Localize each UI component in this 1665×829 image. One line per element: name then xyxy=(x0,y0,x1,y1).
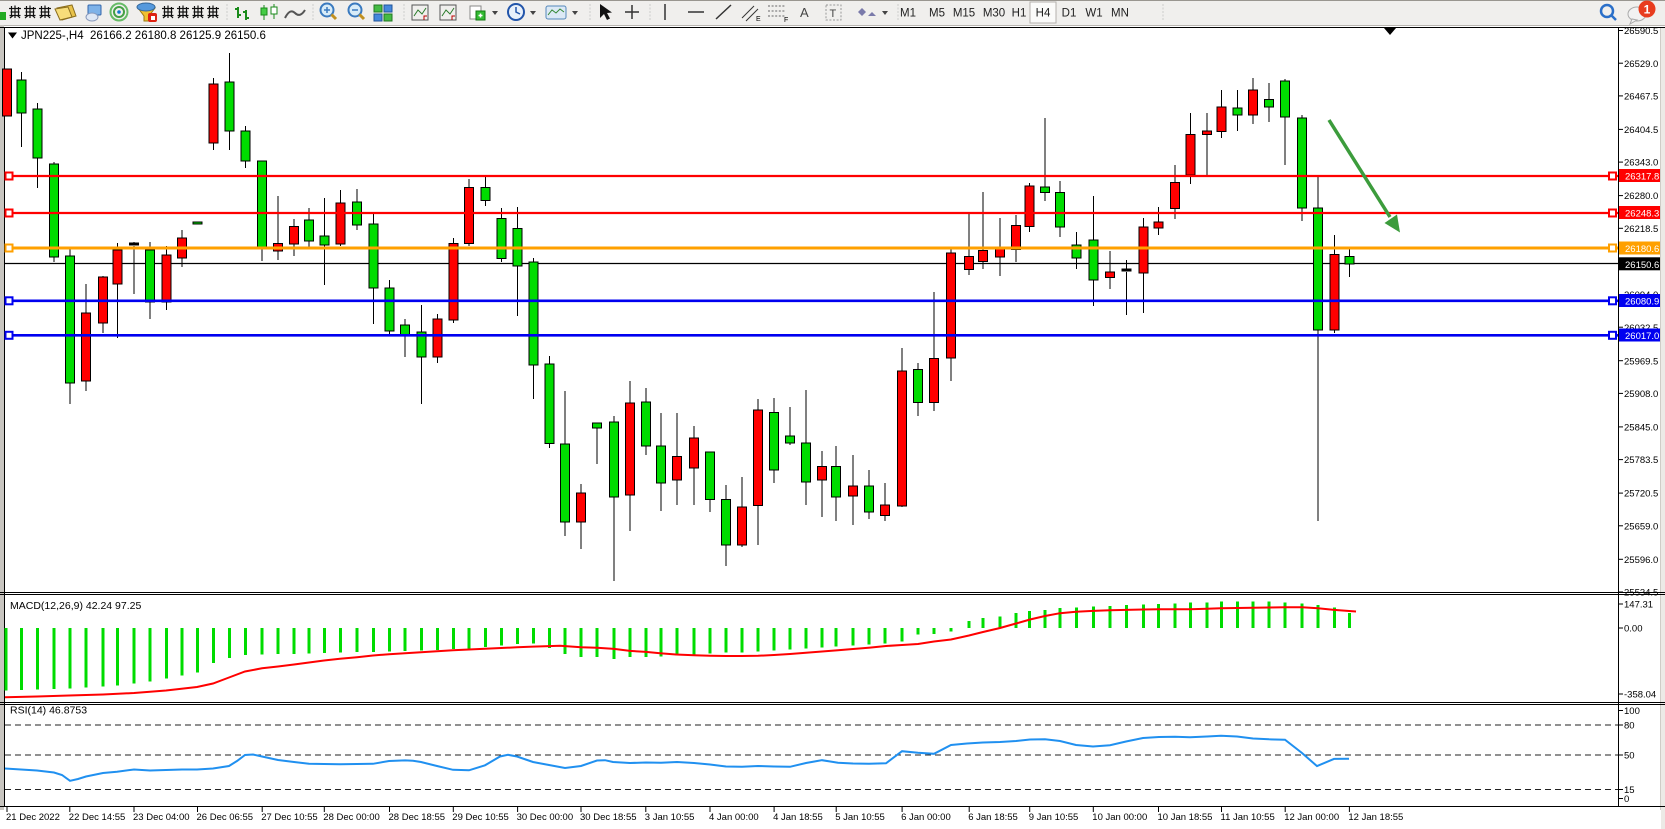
svg-text:0: 0 xyxy=(1624,794,1629,805)
svg-text:26032.5: 26032.5 xyxy=(1624,323,1658,334)
svg-text:MN: MN xyxy=(1111,8,1129,20)
svg-text:-358.04: -358.04 xyxy=(1624,690,1656,701)
svg-text:26317.8: 26317.8 xyxy=(1625,172,1659,183)
svg-text:15: 15 xyxy=(1624,785,1635,796)
svg-text:D1: D1 xyxy=(1062,8,1077,20)
svg-text:25908.0: 25908.0 xyxy=(1624,389,1658,400)
svg-text:26248.3: 26248.3 xyxy=(1625,209,1659,220)
svg-text:F: F xyxy=(784,17,788,24)
svg-text:29 Dec 10:55: 29 Dec 10:55 xyxy=(452,812,509,823)
svg-text:W1: W1 xyxy=(1085,8,1102,20)
svg-text:28 Dec 00:00: 28 Dec 00:00 xyxy=(323,812,380,823)
svg-text:26 Dec 06:55: 26 Dec 06:55 xyxy=(197,812,254,823)
svg-text:100: 100 xyxy=(1624,706,1640,717)
svg-text:26218.5: 26218.5 xyxy=(1624,224,1658,235)
svg-text:10 Jan 00:00: 10 Jan 00:00 xyxy=(1092,812,1147,823)
svg-text:25534.5: 25534.5 xyxy=(1624,588,1658,599)
svg-text:M30: M30 xyxy=(983,8,1005,20)
svg-text:30 Dec 00:00: 30 Dec 00:00 xyxy=(517,812,574,823)
svg-text:9 Jan 10:55: 9 Jan 10:55 xyxy=(1029,812,1079,823)
svg-text:5 Jan 10:55: 5 Jan 10:55 xyxy=(835,812,885,823)
svg-text:50: 50 xyxy=(1624,751,1635,762)
svg-text:3 Jan 10:55: 3 Jan 10:55 xyxy=(645,812,695,823)
svg-text:M5: M5 xyxy=(929,8,945,20)
svg-text:25596.0: 25596.0 xyxy=(1624,555,1658,566)
svg-text:6 Jan 00:00: 6 Jan 00:00 xyxy=(901,812,951,823)
svg-text:M1: M1 xyxy=(900,8,916,20)
svg-text:26590.5: 26590.5 xyxy=(1624,26,1658,37)
svg-text:T: T xyxy=(830,8,837,20)
svg-text:28 Dec 18:55: 28 Dec 18:55 xyxy=(389,812,446,823)
svg-text:H1: H1 xyxy=(1012,8,1027,20)
svg-text:23 Dec 04:00: 23 Dec 04:00 xyxy=(133,812,190,823)
svg-text:25659.0: 25659.0 xyxy=(1624,521,1658,532)
svg-text:M15: M15 xyxy=(953,8,975,20)
svg-text:26343.0: 26343.0 xyxy=(1624,158,1658,169)
svg-text:25720.5: 25720.5 xyxy=(1624,489,1658,500)
svg-text:30 Dec 18:55: 30 Dec 18:55 xyxy=(580,812,637,823)
svg-text:4 Jan 18:55: 4 Jan 18:55 xyxy=(773,812,823,823)
svg-text:147.31: 147.31 xyxy=(1624,600,1653,611)
svg-text:26180.6: 26180.6 xyxy=(1625,244,1659,255)
svg-text:26467.5: 26467.5 xyxy=(1624,92,1658,103)
svg-text:10 Jan 18:55: 10 Jan 18:55 xyxy=(1158,812,1213,823)
svg-text:12 Jan 00:00: 12 Jan 00:00 xyxy=(1284,812,1339,823)
svg-text:26280.0: 26280.0 xyxy=(1624,191,1658,202)
svg-text:25969.5: 25969.5 xyxy=(1624,356,1658,367)
svg-text:H4: H4 xyxy=(1036,8,1051,20)
svg-text:12 Jan 18:55: 12 Jan 18:55 xyxy=(1348,812,1403,823)
svg-text:26150.6: 26150.6 xyxy=(1625,260,1659,271)
svg-text:MACD(12,26,9) 42.24 97.25: MACD(12,26,9) 42.24 97.25 xyxy=(10,600,141,612)
svg-text:JPN225-,H4 26166.2 26180.8 26: JPN225-,H4 26166.2 26180.8 26125.9 26150… xyxy=(21,30,266,42)
svg-text:26017.0: 26017.0 xyxy=(1625,331,1659,342)
svg-text:A: A xyxy=(800,5,809,20)
svg-text:E: E xyxy=(756,16,761,23)
svg-text:25783.5: 25783.5 xyxy=(1624,455,1658,466)
svg-text:RSI(14) 46.8753: RSI(14) 46.8753 xyxy=(10,705,87,717)
svg-text:26080.9: 26080.9 xyxy=(1625,297,1659,308)
svg-text:1: 1 xyxy=(1644,3,1651,17)
svg-text:0.00: 0.00 xyxy=(1624,624,1643,635)
svg-text:6 Jan 18:55: 6 Jan 18:55 xyxy=(968,812,1018,823)
svg-text:11 Jan 10:55: 11 Jan 10:55 xyxy=(1221,812,1275,823)
svg-text:26404.5: 26404.5 xyxy=(1624,125,1658,136)
svg-text:21 Dec 2022: 21 Dec 2022 xyxy=(6,812,60,823)
svg-text:27 Dec 10:55: 27 Dec 10:55 xyxy=(261,812,318,823)
svg-text:22 Dec 14:55: 22 Dec 14:55 xyxy=(69,812,126,823)
svg-text:26529.0: 26529.0 xyxy=(1624,59,1658,70)
svg-text:25845.0: 25845.0 xyxy=(1624,423,1658,434)
svg-text:4 Jan 00:00: 4 Jan 00:00 xyxy=(709,812,759,823)
svg-text:80: 80 xyxy=(1624,721,1635,732)
